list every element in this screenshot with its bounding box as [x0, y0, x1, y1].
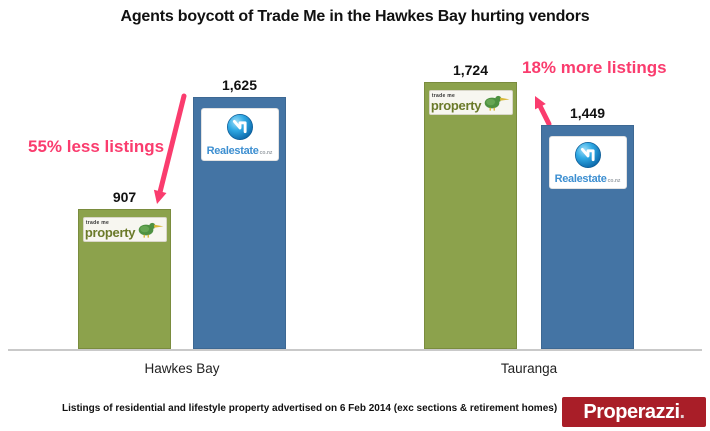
- category-label-tauranga: Tauranga: [500, 361, 558, 376]
- bar-value-label: 907: [112, 189, 137, 205]
- annotation-hawkes-bay: 55% less listings: [28, 137, 165, 156]
- x-axis-line: [8, 349, 702, 351]
- trademe-property-logo: trade me property: [428, 90, 513, 115]
- realestate-wordmark: Realestateco.nz: [206, 145, 273, 157]
- trademe-property-logo: trade me property: [82, 217, 167, 242]
- category-label-hawkes-bay: Hawkes Bay: [144, 361, 220, 376]
- arrow-up-icon: [535, 96, 552, 127]
- properazzi-logo: Properazzi.: [562, 397, 706, 427]
- annotation-tauranga: 18% more listings: [522, 58, 667, 77]
- realestate-arrow-icon: [574, 142, 601, 168]
- kiwi-icon: [138, 222, 164, 238]
- trademe-property-wordmark: trade me property: [84, 219, 136, 240]
- chart-title: Agents boycott of Trade Me in the Hawkes…: [120, 8, 590, 25]
- realestate-logo: Realestateco.nz: [200, 108, 279, 161]
- footnote: Listings of residential and lifestyle pr…: [62, 403, 558, 414]
- bar-trade-me-property-tauranga: trade me property: [424, 82, 517, 349]
- realestate-logo: Realestateco.nz: [548, 136, 627, 189]
- kiwi-icon: [484, 95, 510, 111]
- brand-period: .: [679, 400, 686, 423]
- trademe-property-wordmark: trade me property: [430, 92, 482, 113]
- realestate-arrow-icon: [226, 114, 253, 140]
- bar-value-label: 1,724: [452, 62, 489, 78]
- arrow-down-icon: [153, 93, 187, 204]
- bar-value-label: 1,449: [569, 105, 606, 121]
- bar-trade-me-property-hawkes-bay: trade me property: [78, 209, 171, 349]
- bar-value-label: 1,625: [221, 77, 258, 93]
- realestate-wordmark: Realestateco.nz: [554, 173, 621, 185]
- bar-realestate-co-nz-hawkes-bay: Realestateco.nz: [193, 97, 286, 349]
- bar-realestate-co-nz-tauranga: Realestateco.nz: [541, 125, 634, 349]
- brand-name: Properazzi: [583, 400, 680, 423]
